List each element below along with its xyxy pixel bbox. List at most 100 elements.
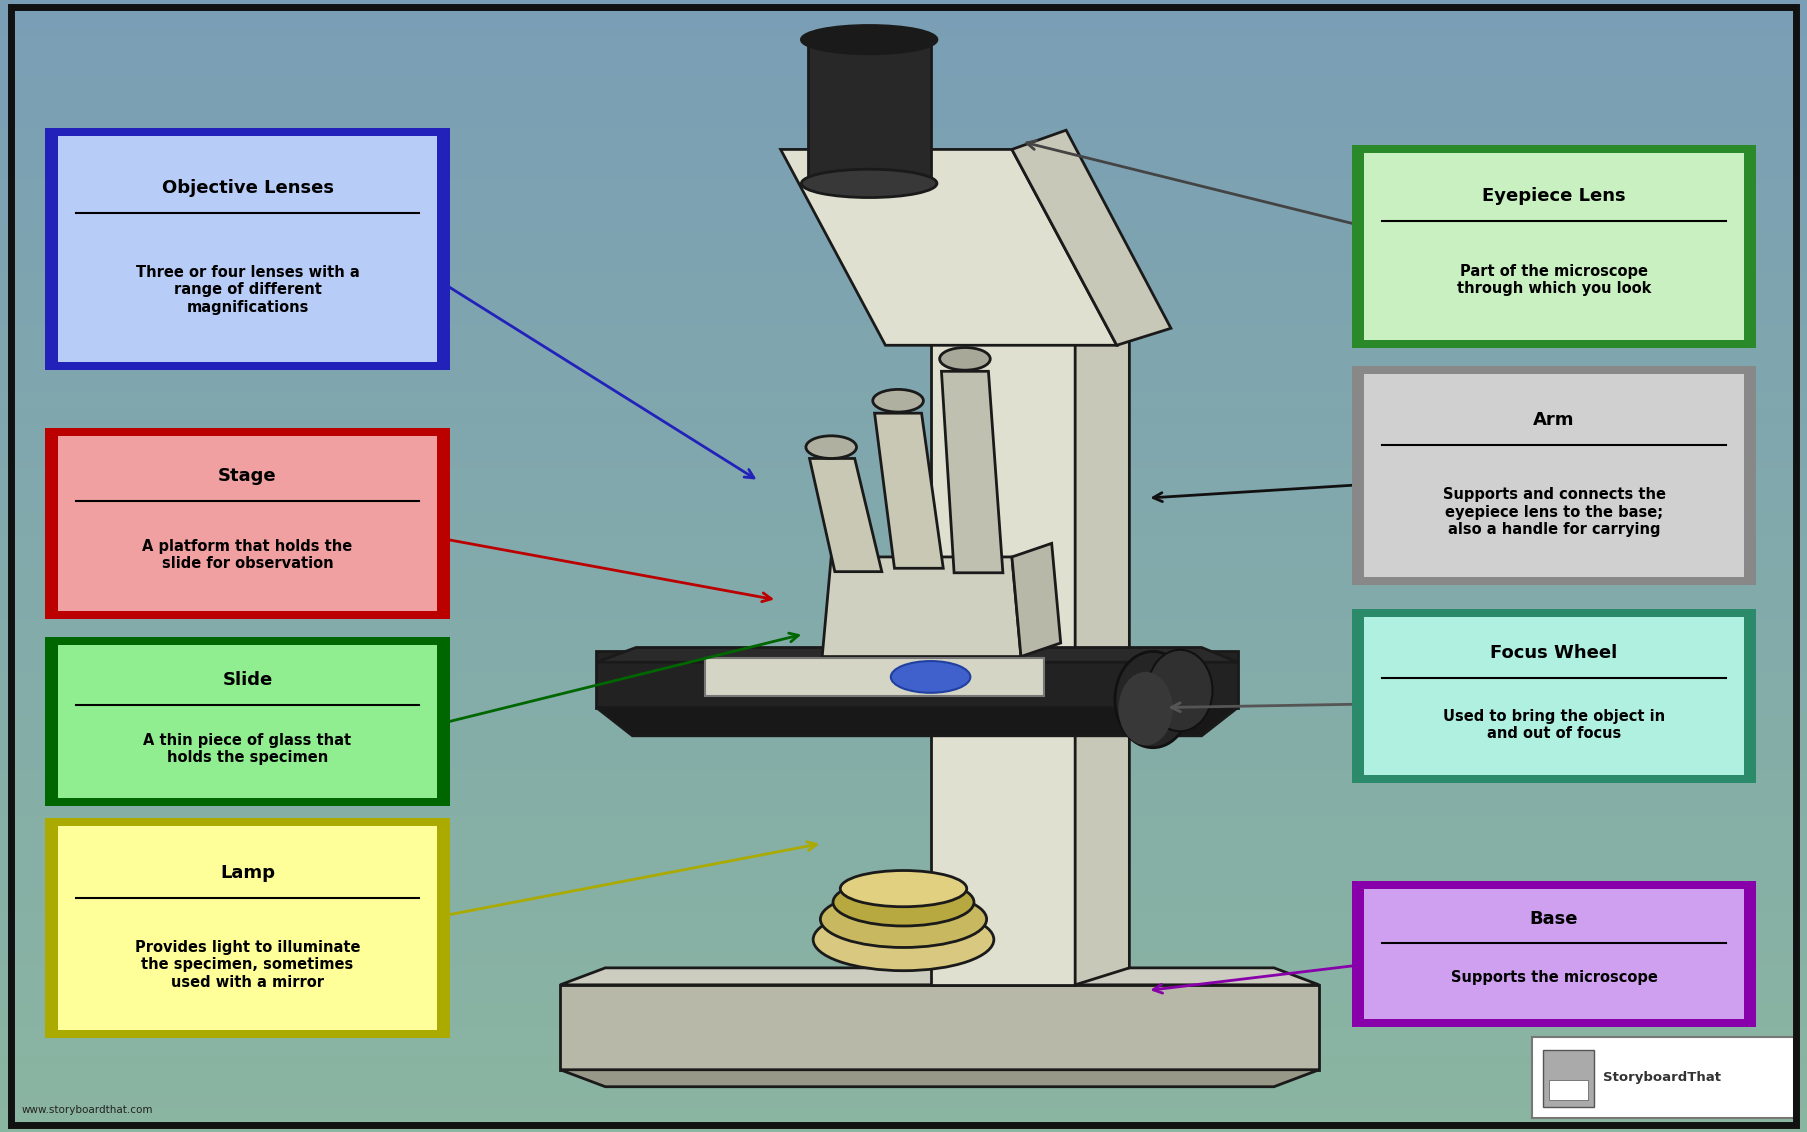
Bar bbox=[0, 475, 1807, 483]
Bar bbox=[0, 204, 1807, 212]
Bar bbox=[0, 128, 1807, 136]
Polygon shape bbox=[1012, 130, 1171, 345]
Bar bbox=[0, 724, 1807, 732]
Bar bbox=[0, 943, 1807, 951]
Text: StoryboardThat: StoryboardThat bbox=[1603, 1071, 1722, 1084]
Bar bbox=[1352, 145, 1756, 348]
Bar bbox=[0, 286, 1807, 294]
Ellipse shape bbox=[806, 436, 857, 458]
Bar bbox=[0, 762, 1807, 770]
Bar bbox=[0, 506, 1807, 513]
Bar bbox=[0, 105, 1807, 113]
Bar bbox=[0, 385, 1807, 393]
Bar bbox=[0, 422, 1807, 430]
Bar bbox=[0, 928, 1807, 936]
Bar bbox=[0, 354, 1807, 362]
Bar bbox=[0, 702, 1807, 710]
Polygon shape bbox=[1075, 300, 1129, 985]
Bar bbox=[0, 173, 1807, 181]
Bar bbox=[0, 98, 1807, 105]
Bar bbox=[0, 996, 1807, 1004]
Polygon shape bbox=[596, 708, 1238, 736]
Text: Part of the microscope
through which you look: Part of the microscope through which you… bbox=[1456, 264, 1652, 297]
Bar bbox=[0, 566, 1807, 574]
Polygon shape bbox=[1012, 543, 1061, 657]
Bar bbox=[0, 430, 1807, 438]
Bar bbox=[0, 1124, 1807, 1132]
Bar bbox=[0, 1079, 1807, 1087]
Text: Supports and connects the
eyepiece lens to the base;
also a handle for carrying: Supports and connects the eyepiece lens … bbox=[1442, 487, 1666, 537]
Bar bbox=[0, 445, 1807, 453]
Bar bbox=[0, 597, 1807, 603]
Polygon shape bbox=[822, 557, 1021, 657]
Bar bbox=[0, 664, 1807, 671]
Bar bbox=[0, 490, 1807, 498]
Ellipse shape bbox=[833, 878, 974, 926]
Bar bbox=[808, 42, 931, 183]
Bar bbox=[0, 574, 1807, 581]
Bar bbox=[0, 883, 1807, 891]
Bar bbox=[0, 951, 1807, 959]
Bar bbox=[0, 830, 1807, 838]
Polygon shape bbox=[810, 458, 882, 572]
Bar bbox=[0, 1087, 1807, 1095]
Bar bbox=[0, 68, 1807, 76]
Ellipse shape bbox=[940, 348, 990, 370]
Bar bbox=[0, 332, 1807, 340]
Bar bbox=[0, 408, 1807, 415]
Ellipse shape bbox=[891, 661, 970, 693]
Bar bbox=[0, 483, 1807, 490]
Bar bbox=[0, 438, 1807, 445]
Bar bbox=[0, 144, 1807, 151]
Bar bbox=[0, 189, 1807, 196]
Ellipse shape bbox=[801, 26, 936, 54]
Bar bbox=[0, 906, 1807, 914]
Bar bbox=[0, 37, 1807, 45]
Ellipse shape bbox=[1115, 651, 1191, 747]
Bar bbox=[1543, 1050, 1594, 1107]
Bar bbox=[45, 637, 450, 806]
Text: Three or four lenses with a
range of different
magnifications: Three or four lenses with a range of dif… bbox=[136, 265, 360, 315]
Bar bbox=[58, 136, 437, 362]
Bar bbox=[0, 151, 1807, 158]
Bar bbox=[0, 272, 1807, 280]
Bar bbox=[0, 868, 1807, 875]
Bar bbox=[45, 428, 450, 619]
Bar bbox=[0, 1027, 1807, 1034]
Ellipse shape bbox=[1119, 671, 1173, 746]
Polygon shape bbox=[781, 149, 1117, 345]
Bar bbox=[0, 158, 1807, 166]
Bar bbox=[0, 634, 1807, 642]
Bar bbox=[0, 936, 1807, 943]
Polygon shape bbox=[560, 1070, 1319, 1087]
Bar bbox=[58, 436, 437, 611]
Bar bbox=[58, 645, 437, 798]
Polygon shape bbox=[875, 413, 943, 568]
Bar bbox=[0, 76, 1807, 83]
Bar bbox=[0, 280, 1807, 286]
Text: Focus Wheel: Focus Wheel bbox=[1491, 644, 1617, 662]
Bar bbox=[1364, 889, 1744, 1019]
Bar bbox=[0, 611, 1807, 619]
Bar bbox=[0, 529, 1807, 535]
Ellipse shape bbox=[813, 908, 994, 970]
Bar bbox=[0, 671, 1807, 679]
Bar bbox=[58, 826, 437, 1030]
Bar bbox=[0, 687, 1807, 694]
Bar bbox=[0, 1049, 1807, 1056]
Polygon shape bbox=[596, 648, 1238, 662]
Bar bbox=[0, 317, 1807, 325]
Polygon shape bbox=[931, 317, 1075, 985]
Bar bbox=[0, 1109, 1807, 1117]
Bar bbox=[0, 626, 1807, 634]
Bar bbox=[0, 852, 1807, 860]
Bar bbox=[0, 823, 1807, 830]
Text: Arm: Arm bbox=[1534, 411, 1574, 429]
Bar bbox=[0, 212, 1807, 218]
Bar bbox=[0, 694, 1807, 702]
Ellipse shape bbox=[801, 169, 936, 197]
Text: Base: Base bbox=[1531, 909, 1578, 927]
Bar bbox=[0, 778, 1807, 784]
Text: Provides light to illuminate
the specimen, sometimes
used with a mirror: Provides light to illuminate the specime… bbox=[136, 940, 360, 989]
Bar bbox=[0, 535, 1807, 543]
